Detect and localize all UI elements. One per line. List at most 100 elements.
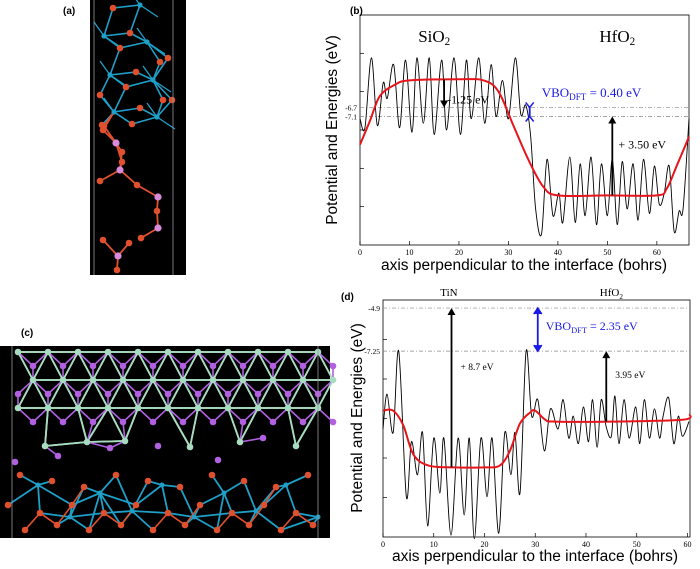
atom xyxy=(150,77,156,83)
atom xyxy=(134,390,142,398)
bond xyxy=(107,351,124,381)
bond xyxy=(317,379,334,409)
atom xyxy=(154,114,160,120)
atom xyxy=(119,418,127,426)
bond xyxy=(120,504,137,526)
atom xyxy=(292,509,300,517)
atom xyxy=(35,482,41,488)
bond xyxy=(77,407,88,443)
potential-line xyxy=(359,57,690,237)
bond xyxy=(295,512,319,518)
bond xyxy=(242,351,259,381)
atom xyxy=(118,158,126,166)
panel-b-label: (b) xyxy=(350,6,363,17)
atom xyxy=(269,376,277,384)
bond xyxy=(122,379,139,395)
bond xyxy=(152,351,169,381)
bond xyxy=(109,47,121,76)
atom xyxy=(29,418,37,426)
bond xyxy=(37,484,73,506)
bond xyxy=(62,379,79,395)
bond xyxy=(257,351,274,367)
bond xyxy=(32,351,49,367)
bond xyxy=(193,512,233,518)
atom xyxy=(245,521,253,529)
atom xyxy=(149,526,157,534)
atom xyxy=(44,390,52,398)
bond xyxy=(109,71,137,76)
atom xyxy=(111,109,117,115)
bond xyxy=(131,510,154,531)
atom xyxy=(100,509,108,517)
atom xyxy=(164,390,172,398)
energy-annotation: 3.95 eV xyxy=(615,371,645,381)
average-potential-line xyxy=(359,78,690,198)
atom xyxy=(284,390,292,398)
atom xyxy=(89,376,97,384)
bond xyxy=(107,407,126,442)
bond xyxy=(242,351,259,367)
bond xyxy=(231,510,257,514)
atom xyxy=(97,490,103,496)
bond xyxy=(182,407,199,423)
bond xyxy=(19,474,39,486)
atom xyxy=(14,404,22,412)
vbo-subscript: DFT xyxy=(569,92,587,102)
atom xyxy=(209,376,217,384)
bond xyxy=(280,512,297,531)
panel-d-label: (d) xyxy=(341,292,354,303)
atom xyxy=(236,438,244,446)
atom xyxy=(208,471,216,479)
bond xyxy=(167,407,191,448)
atom xyxy=(284,404,292,412)
bond xyxy=(156,99,173,118)
atom xyxy=(101,33,107,39)
bond xyxy=(179,486,195,518)
bond xyxy=(302,351,319,367)
atom xyxy=(179,418,187,426)
vbo-subscript: DFT xyxy=(571,326,587,335)
atom xyxy=(149,362,157,370)
vbo-value: = 0.40 eV xyxy=(586,85,642,100)
x-tick-label: 40 xyxy=(554,248,562,257)
bond xyxy=(239,437,264,443)
bond xyxy=(37,484,41,514)
atom xyxy=(129,508,135,514)
atom xyxy=(74,390,82,398)
atom xyxy=(194,390,202,398)
atom xyxy=(21,526,29,534)
bond xyxy=(197,351,214,367)
bond xyxy=(69,512,105,518)
y-axis-title: Potential and Energies (eV) xyxy=(324,35,341,225)
bond xyxy=(137,407,154,423)
bond xyxy=(32,351,49,381)
bond xyxy=(302,379,319,395)
atom xyxy=(36,509,44,517)
bond xyxy=(86,421,94,443)
bond xyxy=(113,107,141,113)
atom xyxy=(329,376,337,384)
atom xyxy=(253,508,259,514)
energy-annotation: + 3.50 eV xyxy=(618,137,666,151)
bond xyxy=(287,379,304,409)
atom xyxy=(228,509,236,517)
bond xyxy=(272,407,289,423)
panel-c-structure xyxy=(0,346,337,538)
atom xyxy=(164,404,172,412)
atom xyxy=(213,526,221,534)
bond xyxy=(216,512,233,531)
atom xyxy=(80,483,88,491)
atom xyxy=(259,434,267,442)
atom xyxy=(118,148,126,156)
atom xyxy=(260,501,268,509)
x-tick-label: 10 xyxy=(405,248,413,257)
region-name: HfO xyxy=(600,287,620,299)
bond xyxy=(92,379,109,395)
atom xyxy=(304,471,312,479)
atom xyxy=(132,501,140,509)
bond xyxy=(62,351,79,381)
bond xyxy=(257,379,274,409)
chart-b: (b) axis perpendicular to the interface … xyxy=(324,6,690,274)
atom xyxy=(224,404,232,412)
atom xyxy=(96,91,104,99)
